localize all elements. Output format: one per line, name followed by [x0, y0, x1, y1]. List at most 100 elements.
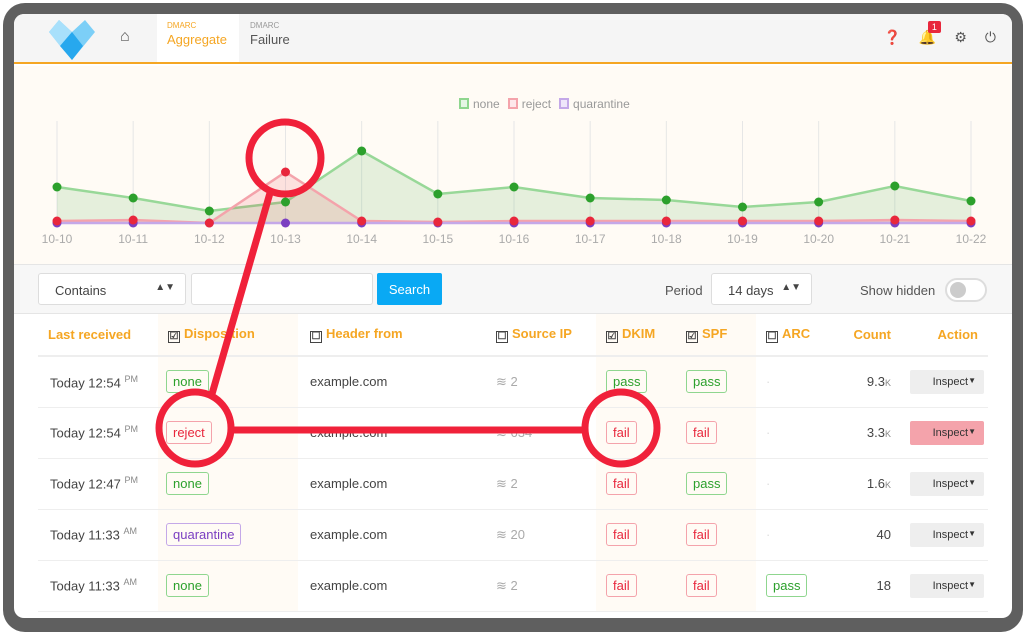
spf-badge: fail	[686, 574, 717, 597]
power-icon[interactable]: ⏻	[984, 29, 996, 45]
data-point-reject[interactable]	[585, 216, 595, 226]
table-row[interactable]: Today 11:33 AM none example.com ≋ 2 fail…	[38, 560, 988, 612]
checkbox[interactable]: ☑	[168, 331, 180, 343]
source-ip-cell[interactable]: ≋ 2	[486, 356, 596, 408]
data-point-none[interactable]	[890, 181, 900, 191]
updown-icon: ▲▼	[155, 282, 175, 293]
help-icon[interactable]: ❓	[883, 29, 901, 45]
checkbox[interactable]: ☑	[606, 331, 618, 343]
col-arc[interactable]: ☐ ARC	[756, 314, 831, 357]
spf-badge: fail	[686, 523, 717, 546]
col-spf[interactable]: ☑ SPF	[676, 314, 756, 357]
source-ip-cell[interactable]: ≋ 634	[486, 407, 596, 459]
checkbox[interactable]: ☐	[496, 331, 508, 343]
period-select[interactable]: 14 days ▲▼	[711, 273, 812, 305]
col-last-received[interactable]: Last received	[38, 314, 158, 357]
data-point-none[interactable]	[966, 196, 976, 206]
table-row[interactable]: Today 11:33 AM quarantine example.com ≋ …	[38, 509, 988, 561]
source-ip-cell[interactable]: ≋ 20	[486, 509, 596, 561]
checkbox[interactable]: ☑	[686, 331, 698, 343]
count-cell: 3.3K	[831, 407, 891, 459]
inspect-button[interactable]: Inspect ▼	[910, 471, 984, 496]
header-from-cell: example.com	[298, 509, 486, 561]
data-point-reject[interactable]	[738, 216, 747, 226]
search-button[interactable]: Search	[377, 273, 442, 305]
data-point-none[interactable]	[128, 193, 138, 203]
data-point-reject[interactable]	[509, 216, 519, 226]
x-tick-label: 10-19	[727, 232, 758, 246]
data-point-none[interactable]	[52, 182, 62, 192]
data-point-none[interactable]	[814, 197, 824, 207]
data-point-reject[interactable]	[357, 216, 367, 226]
data-point-reject[interactable]	[52, 216, 62, 226]
show-hidden-toggle[interactable]	[945, 278, 987, 302]
data-point-none[interactable]	[433, 189, 443, 199]
data-point-reject[interactable]	[966, 216, 976, 226]
action-cell: Inspect ▼	[891, 407, 988, 459]
period-label: Period	[665, 283, 703, 298]
data-point-none[interactable]	[281, 197, 290, 207]
legend-quarantine[interactable]: quarantine	[559, 97, 630, 111]
data-point-reject[interactable]	[661, 216, 671, 226]
legend-reject[interactable]: reject	[507, 97, 551, 111]
col-dkim[interactable]: ☑ DKIM	[596, 314, 676, 357]
action-cell: Inspect ▼	[891, 560, 988, 612]
x-tick-label: 10-20	[803, 232, 834, 246]
dkim-badge: pass	[606, 370, 648, 394]
caret-down-icon: ▼	[968, 528, 976, 538]
tab-aggregate[interactable]: DMARC Aggregate	[157, 14, 239, 62]
data-point-none[interactable]	[357, 146, 367, 156]
gear-icon[interactable]: ⚙	[954, 29, 967, 45]
count-cell: 18	[831, 560, 891, 612]
caret-down-icon: ▼	[968, 375, 976, 385]
stack-icon: ≋	[496, 475, 507, 491]
data-point-reject[interactable]	[890, 215, 900, 225]
search-input[interactable]	[191, 273, 373, 305]
filter-bar: Contains ▲▼ Search Period 14 days ▲▼ Show …	[14, 264, 1012, 314]
inspect-button[interactable]: Inspect ▼	[910, 573, 984, 598]
data-point-none[interactable]	[738, 202, 747, 212]
checkbox[interactable]: ☐	[766, 331, 778, 343]
inspect-button[interactable]: Inspect ▼	[910, 420, 984, 445]
table-row[interactable]: Today 12:54 PM reject example.com ≋ 634 …	[38, 407, 988, 459]
col-disposition[interactable]: ☑ Disposition	[158, 314, 298, 357]
chart-panel: none reject quarantine 10-10 10-11 10-12 10…	[14, 66, 1012, 264]
stack-icon: ≋	[496, 526, 507, 542]
tab-failure[interactable]: DMARC Failure	[240, 14, 300, 62]
table-row[interactable]: Today 12:54 PM none example.com ≋ 2 pass…	[38, 356, 988, 408]
data-point-none[interactable]	[509, 182, 519, 192]
header-from-cell: example.com	[298, 356, 486, 408]
bell-icon[interactable]: 🔔 1	[919, 21, 941, 46]
data-point-reject[interactable]	[128, 215, 138, 225]
data-point-none[interactable]	[204, 206, 214, 216]
disposition-badge: none	[166, 370, 209, 394]
source-ip-cell[interactable]: ≋ 2	[486, 458, 596, 510]
table-row[interactable]: Today 12:47 PM none example.com ≋ 2 fail…	[38, 458, 988, 510]
match-select[interactable]: Contains ▲▼	[38, 273, 186, 305]
col-count[interactable]: Count	[831, 314, 891, 357]
data-point-reject[interactable]	[204, 218, 214, 228]
data-point-reject[interactable]	[433, 217, 443, 227]
action-cell: Inspect ▼	[891, 509, 988, 561]
inspect-button[interactable]: Inspect ▼	[910, 522, 984, 547]
data-point-none[interactable]	[585, 193, 595, 203]
source-ip-cell[interactable]: ≋ 2	[486, 560, 596, 612]
disposition-badge: none	[166, 574, 209, 597]
legend-none[interactable]: none	[459, 97, 500, 111]
col-source-ip[interactable]: ☐ Source IP	[486, 314, 596, 357]
arc-cell: pass	[756, 560, 831, 612]
data-point-none[interactable]	[661, 195, 671, 205]
data-point-reject[interactable]	[281, 167, 290, 177]
dkim-cell: fail	[596, 560, 676, 612]
arc-badge: pass	[766, 574, 808, 597]
inspect-button[interactable]: Inspect ▼	[910, 369, 984, 394]
x-tick-label: 10-14	[346, 232, 377, 246]
arc-cell: ·	[756, 356, 831, 408]
checkbox[interactable]: ☐	[310, 331, 322, 343]
home-icon[interactable]: ⌂	[120, 28, 130, 45]
data-point-reject[interactable]	[814, 216, 824, 226]
action-cell: Inspect ▼	[891, 356, 988, 408]
data-point-quarantine[interactable]	[281, 218, 290, 228]
col-header-from[interactable]: ☐ Header from	[298, 314, 486, 357]
spf-cell: pass	[676, 356, 756, 408]
